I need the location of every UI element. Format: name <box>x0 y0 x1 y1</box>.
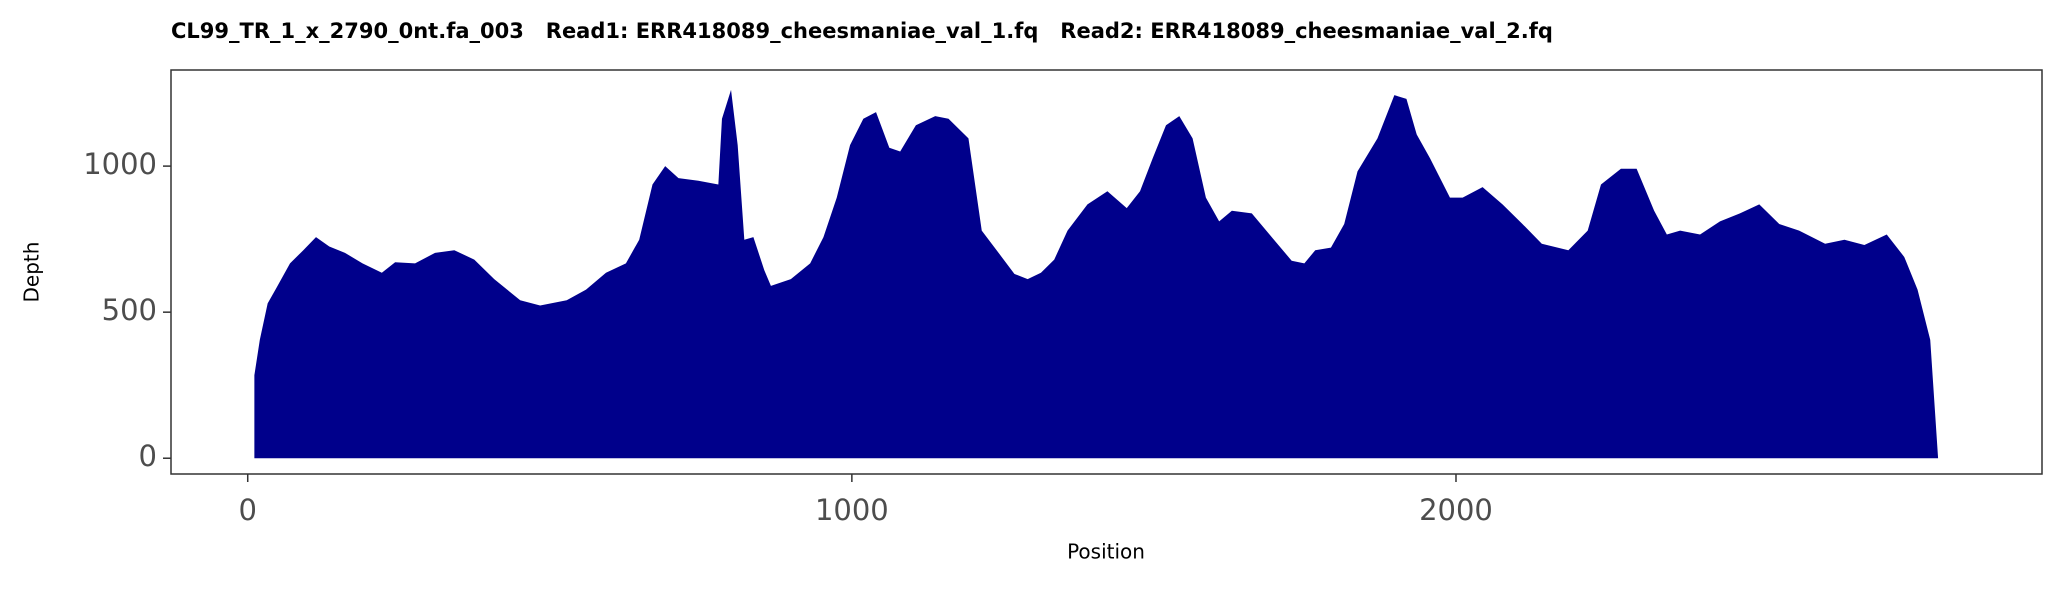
y-tick-label: 500 <box>102 293 157 327</box>
x-axis-title: Position <box>1067 540 1145 564</box>
x-tick-label: 0 <box>238 493 256 527</box>
x-tick-label: 2000 <box>1419 493 1493 527</box>
plot-panel <box>170 69 2043 475</box>
x-tick-label: 1000 <box>815 493 889 527</box>
chart-title: CL99_TR_1_x_2790_0nt.fa_003 Read1: ERR41… <box>171 19 1553 43</box>
y-tick-label: 1000 <box>83 147 157 181</box>
y-axis-title: Depth <box>20 242 44 303</box>
y-tick-label: 0 <box>139 439 157 473</box>
depth-area <box>254 89 1939 459</box>
